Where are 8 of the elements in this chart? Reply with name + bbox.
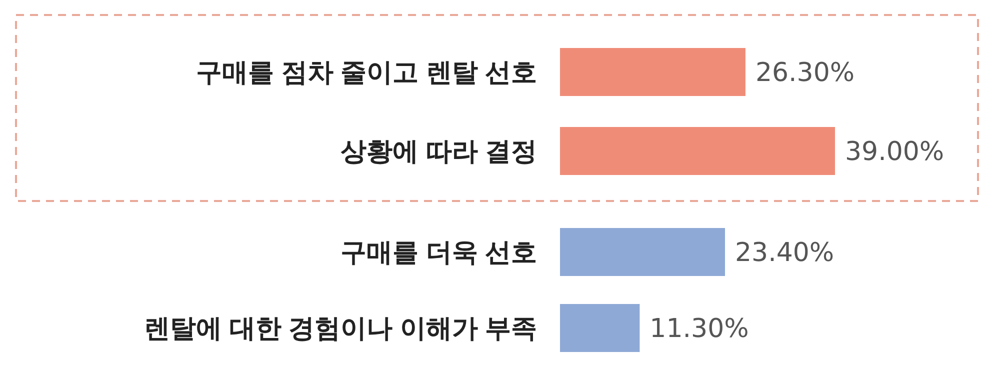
data-label: 26.30%: [755, 58, 855, 88]
y-tick-label: 상황에 따라 결정: [340, 136, 537, 166]
data-label: 23.40%: [735, 238, 834, 268]
y-tick-label: 구매를 더욱 선호: [340, 237, 537, 267]
y-tick-label: 구매를 점차 줄이고 렌탈 선호: [196, 57, 537, 87]
data-label: 39.00%: [845, 137, 944, 167]
y-tick-label: 렌탈에 대한 경험이나 이해가 부족: [144, 313, 537, 343]
data-label: 11.30%: [650, 314, 749, 344]
